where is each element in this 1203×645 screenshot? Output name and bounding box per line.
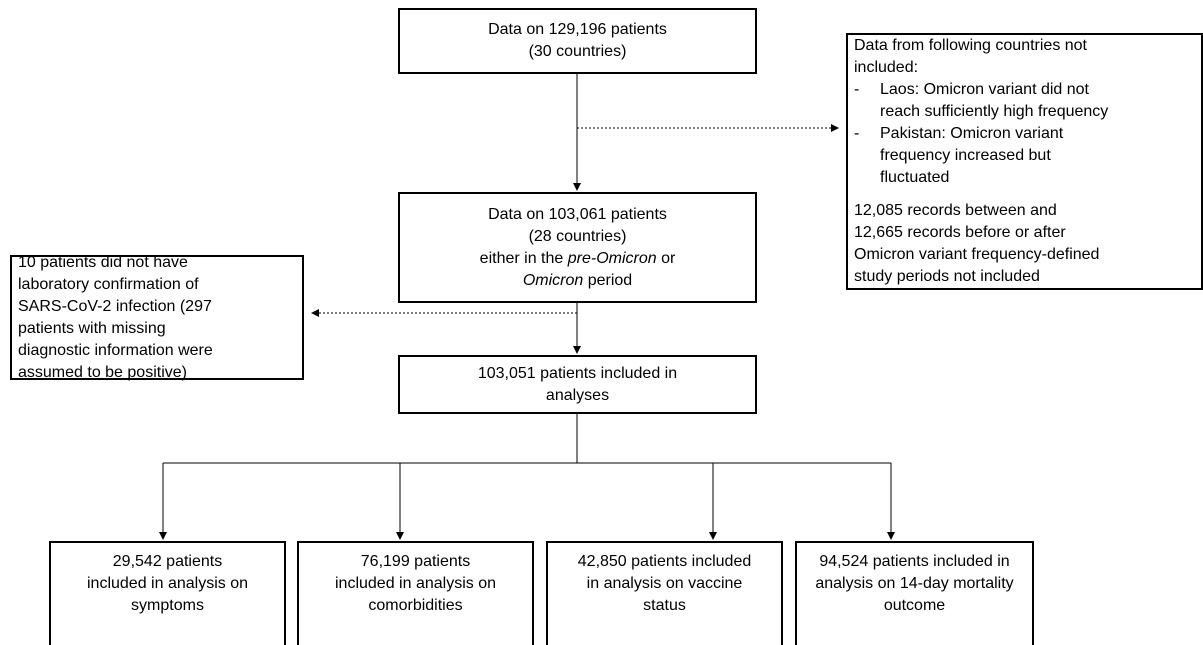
text-line: frequency increased but	[880, 145, 1063, 167]
text-line: (30 countries)	[400, 41, 755, 63]
text: fluctuated	[880, 169, 950, 186]
text-line: SARS-CoV-2 infection (297	[18, 296, 302, 318]
text: in analysis on vaccine	[586, 575, 743, 592]
list-item: - Laos: Omicron variant did not reach suff…	[854, 79, 1201, 123]
box: 94,524 patients included in analysis on 1…	[795, 541, 1034, 645]
text-line: 10 patients did not have	[18, 252, 302, 274]
text-line: included in analysis on	[51, 573, 284, 595]
text-line: outcome	[797, 595, 1032, 617]
text-line: 12,085 records between and	[854, 200, 1201, 222]
text: frequency increased but	[880, 147, 1051, 164]
text: analysis on 14-day mortality	[815, 575, 1014, 592]
text: SARS-CoV-2 infection (297	[18, 297, 212, 315]
list-text: Pakistan: Omicron variant frequency incre…	[880, 123, 1063, 189]
text-line: reach sufficiently high frequency	[880, 101, 1108, 123]
text-line: Data from following countries not	[854, 35, 1201, 57]
list-text: Laos: Omicron variant did not reach suffi…	[880, 79, 1108, 123]
text: Data on 103,061 patients	[488, 205, 667, 223]
text: 42,850 patients included	[577, 553, 752, 570]
list-item: - Pakistan: Omicron variant frequency incr…	[854, 123, 1201, 189]
text: diagnostic information were	[18, 341, 213, 359]
text: 12,665 records before or after	[854, 224, 1066, 241]
box: 29,542 patients included in analysis on sy…	[49, 541, 286, 645]
text-line: comorbidities	[299, 595, 532, 617]
text-line: 76,199 patients	[299, 551, 532, 573]
text: included in analysis on	[335, 575, 496, 592]
text: laboratory confirmation of	[18, 275, 199, 293]
box: Data on 129,196 patients (30 countries)	[398, 8, 757, 74]
text: period	[583, 271, 633, 289]
text-line: 29,542 patients	[51, 551, 284, 573]
text-line: laboratory confirmation of	[18, 274, 302, 296]
box: 10 patients did not have laboratory confi…	[10, 252, 304, 381]
text: status	[643, 597, 686, 614]
text-line: 103,051 patients included in	[400, 363, 755, 385]
text: Data from following countries not	[854, 37, 1087, 54]
text-line: Data on 129,196 patients	[400, 19, 755, 41]
text-line: 94,524 patients included in	[797, 551, 1032, 573]
text-line: analysis on 14-day mortality	[797, 573, 1032, 595]
text-line: assumed to be positive)	[18, 362, 302, 384]
text: reach sufficiently high frequency	[880, 103, 1109, 120]
text-line: Omicron variant frequency-defined	[854, 244, 1201, 266]
text-line: included in analysis on	[299, 573, 532, 595]
text: study periods not included	[854, 268, 1040, 285]
text: Laos: Omicron variant did not	[880, 81, 1089, 98]
text: 29,542 patients	[112, 553, 223, 570]
text-line: patients with missing	[18, 318, 302, 340]
text: comorbidities	[368, 597, 463, 614]
box: 42,850 patients included in analysis on v…	[546, 541, 783, 645]
bullet: -	[854, 125, 860, 142]
spacer	[854, 189, 1201, 200]
text-line: (28 countries)	[400, 226, 755, 248]
text-line: fluctuated	[880, 167, 1063, 189]
bullet: -	[854, 81, 860, 98]
text: 12,085 records between and	[854, 202, 1057, 219]
text-line: status	[548, 595, 781, 617]
text: Data on 129,196 patients	[488, 21, 667, 38]
box: Data on 103,061 patients (28 countries) ei…	[398, 192, 757, 303]
text: pre-Omicron	[567, 249, 657, 267]
box: Data from following countries not include…	[846, 33, 1203, 290]
text: Omicron variant frequency-defined	[854, 246, 1100, 263]
text-line: Omicron period	[400, 270, 755, 292]
text-line: Pakistan: Omicron variant	[880, 123, 1063, 145]
text: (30 countries)	[528, 43, 627, 60]
text: 94,524 patients included in	[819, 553, 1010, 570]
text: Omicron	[522, 271, 584, 289]
box: 103,051 patients included in analyses	[398, 355, 757, 414]
text: assumed to be positive)	[18, 363, 187, 381]
text: analyses	[545, 386, 610, 404]
box: 76,199 patients included in analysis on co…	[297, 541, 534, 645]
text-line: 12,665 records before or after	[854, 222, 1201, 244]
text: 10 patients did not have	[18, 253, 188, 271]
text-line: in analysis on vaccine	[548, 573, 781, 595]
text: 76,199 patients	[360, 553, 471, 570]
text-line: included:	[854, 57, 1201, 79]
text: patients with missing	[18, 319, 166, 337]
text: (28 countries)	[528, 227, 627, 245]
text-line: symptoms	[51, 595, 284, 617]
text-line: study periods not included	[854, 266, 1201, 288]
text-line: diagnostic information were	[18, 340, 302, 362]
text-line: 42,850 patients included	[548, 551, 781, 573]
text-line: either in the pre-Omicron or	[400, 248, 755, 270]
text: included:	[854, 59, 919, 76]
text: symptoms	[131, 597, 204, 614]
text: either in the	[479, 249, 568, 267]
text: included in analysis on	[87, 575, 248, 592]
text-line: Laos: Omicron variant did not	[880, 79, 1108, 101]
text: Pakistan: Omicron variant	[880, 125, 1064, 142]
text-line: analyses	[400, 385, 755, 407]
text-line: Data on 103,061 patients	[400, 204, 755, 226]
text: or	[656, 249, 676, 267]
text: 103,051 patients included in	[477, 364, 678, 382]
text: outcome	[883, 597, 946, 614]
